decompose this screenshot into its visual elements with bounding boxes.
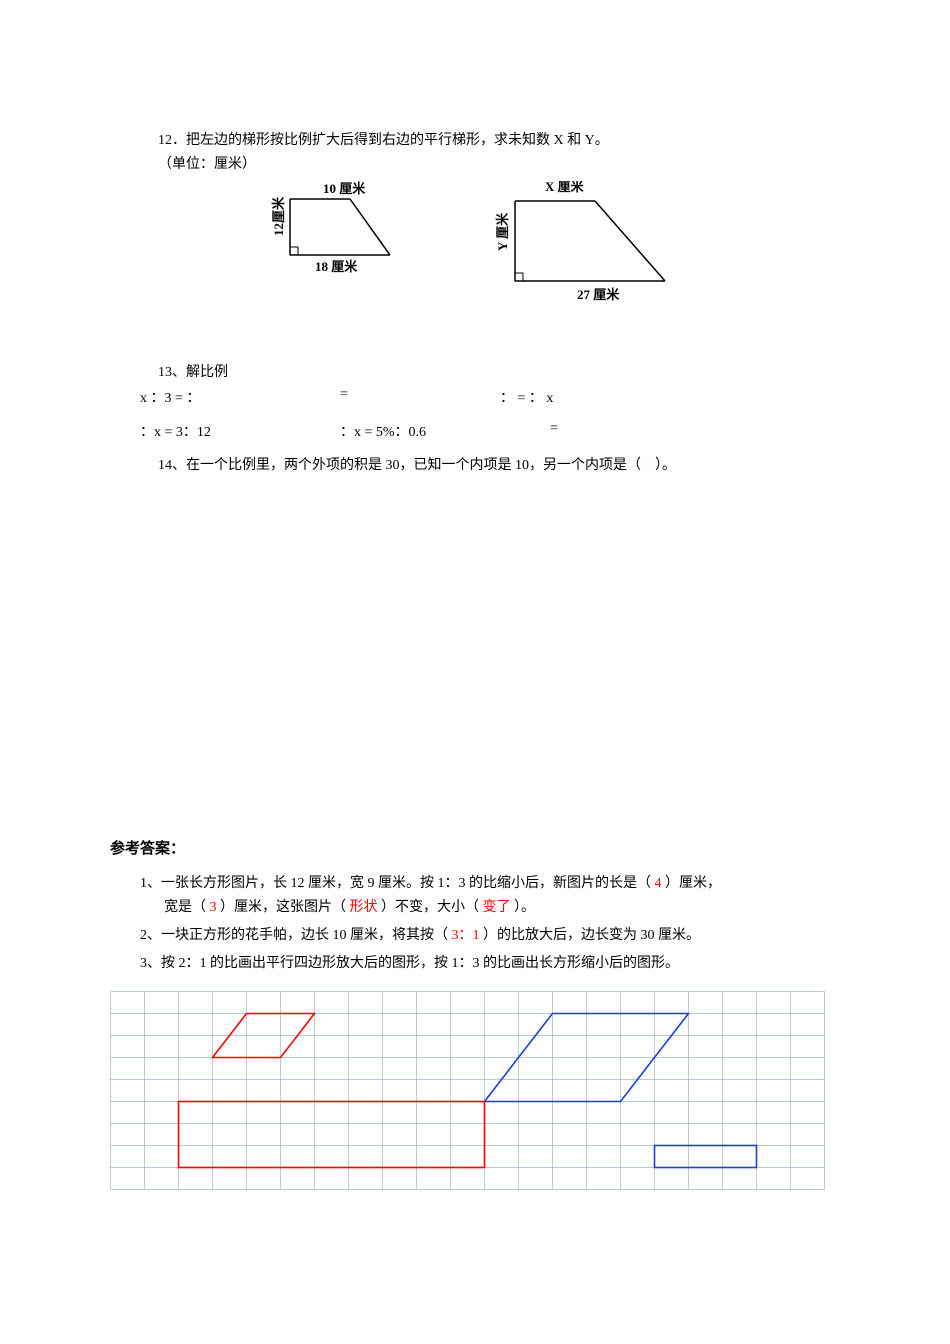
left-bottom-label: 18 厘米 — [315, 259, 358, 274]
q13-row2: ：x = 3：12 ：x = 5%：0.6 = — [140, 421, 840, 441]
right-top-label: X 厘米 — [545, 181, 585, 194]
q13-r2-b: ：x = 5%：0.6 — [340, 421, 510, 441]
answer-3: 3、按 2：1 的比画出平行四边形放大后的图形，按 1：3 的比画出长方形缩小后… — [140, 952, 840, 976]
a1-sub-mid: ）厘米，这张图片（ — [217, 900, 350, 915]
q12-diagrams: 10 厘米 12厘米 18 厘米 X 厘米 — [110, 181, 840, 331]
right-bottom-label: 27 厘米 — [577, 287, 620, 302]
q13-r2-c: = — [550, 421, 558, 441]
q12-line2: （单位：厘米） — [158, 154, 256, 176]
answer-1: 1、一张长方形图片，长 12 厘米，宽 9 厘米。按 1：3 的比缩小后，新图片… — [140, 872, 840, 896]
trapezoid-right: X 厘米 Y 厘米 27 厘米 — [485, 181, 695, 331]
a1-v2: 3 — [210, 900, 217, 915]
a1-sub-mid2: ）不变，大小（ — [378, 900, 483, 915]
right-side-label: Y 厘米 — [495, 212, 510, 251]
a1-sub-pre: 宽是（ — [164, 900, 210, 915]
a1-pre: 1、一张长方形图片，长 12 厘米，宽 9 厘米。按 1：3 的比缩小后，新图片… — [140, 876, 655, 891]
page: 12．把左边的梯形按比例扩大后得到右边的平行梯形，求未知数 X 和 Y。 （单位… — [0, 0, 950, 1251]
q13-row1: x ：3 = ： = ： = ： x — [140, 387, 840, 407]
a2-v: 3：1 — [452, 928, 480, 943]
a1-v4: 变了 — [483, 900, 511, 915]
a2-end: ）的比放大后，边长变为 30 厘米。 — [480, 928, 701, 943]
q13-r1-b: = — [340, 387, 460, 407]
a1-v3: 形状 — [350, 900, 378, 915]
left-side-label: 12厘米 — [271, 196, 286, 236]
answer-2: 2、一块正方形的花手帕，边长 10 厘米，将其按（ 3：1 ）的比放大后，边长变… — [140, 924, 840, 948]
a1-mid1: ）厘米， — [662, 876, 722, 891]
q14: 14、在一个比例里，两个外项的积是 30，已知一个内项是 10，另一个内项是（ … — [158, 455, 840, 477]
a1-v1: 4 — [655, 876, 662, 891]
trapezoid-left: 10 厘米 12厘米 18 厘米 — [255, 181, 405, 291]
answer-1-sub: 宽是（ 3 ）厘米，这张图片（ 形状 ）不变，大小（ 变了 ）。 — [164, 896, 840, 920]
q13-title: 13、解比例 — [158, 361, 840, 381]
q13-r1-a: x ：3 = ： — [140, 387, 300, 407]
a1-sub-end: ）。 — [511, 900, 536, 915]
q12-line1: 12．把左边的梯形按比例扩大后得到右边的平行梯形，求未知数 X 和 Y。 — [158, 130, 840, 152]
q13-r2-a: ：x = 3：12 — [140, 421, 300, 441]
a2-pre: 2、一块正方形的花手帕，边长 10 厘米，将其按（ — [140, 928, 452, 943]
answer-grid — [110, 991, 840, 1191]
left-top-label: 10 厘米 — [323, 181, 366, 196]
answers-title: 参考答案： — [110, 837, 840, 858]
q13-r1-c: ： = ： x — [500, 387, 553, 407]
grid-svg — [110, 991, 826, 1191]
